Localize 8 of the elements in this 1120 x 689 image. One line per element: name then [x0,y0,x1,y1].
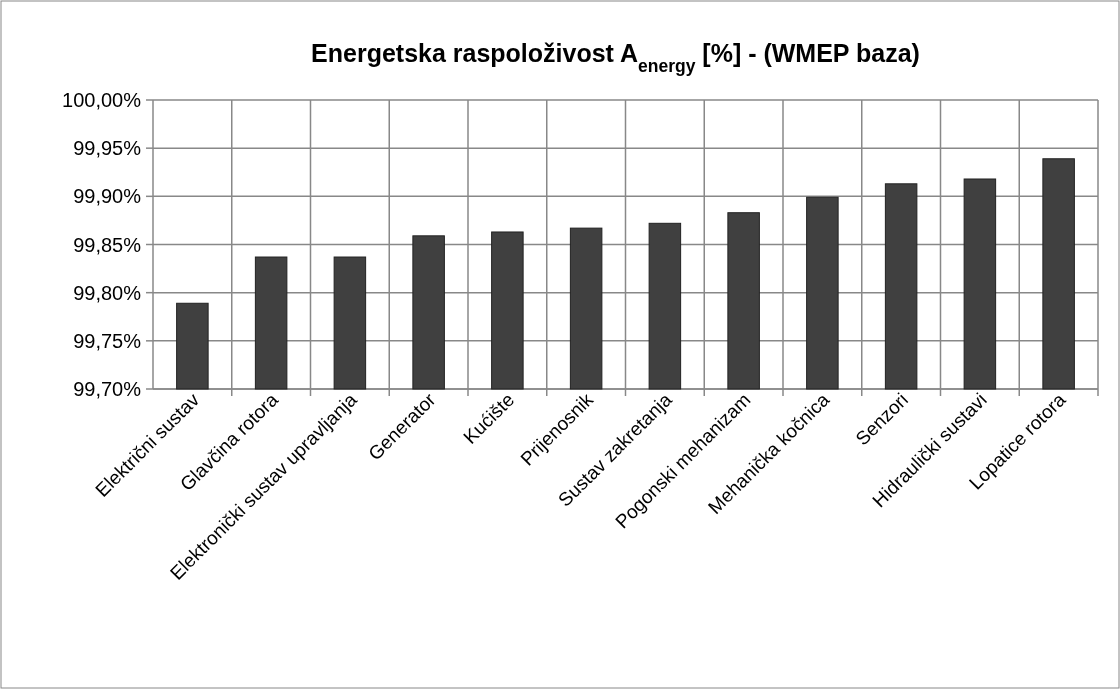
y-tick-label: 100,00% [62,89,142,111]
y-tick-label: 99,80% [73,281,142,304]
y-tick-label: 99,85% [73,233,142,256]
y-tick-label: 99,90% [73,185,142,208]
y-tick-label: 99,95% [73,137,142,160]
chart-title: Energetska raspoloživost A$_{energy}$ [%] - (WMEP baza) [311,39,920,76]
y-tick-label: 99,75% [73,329,142,352]
y-tick-label: 99,70% [73,378,142,400]
